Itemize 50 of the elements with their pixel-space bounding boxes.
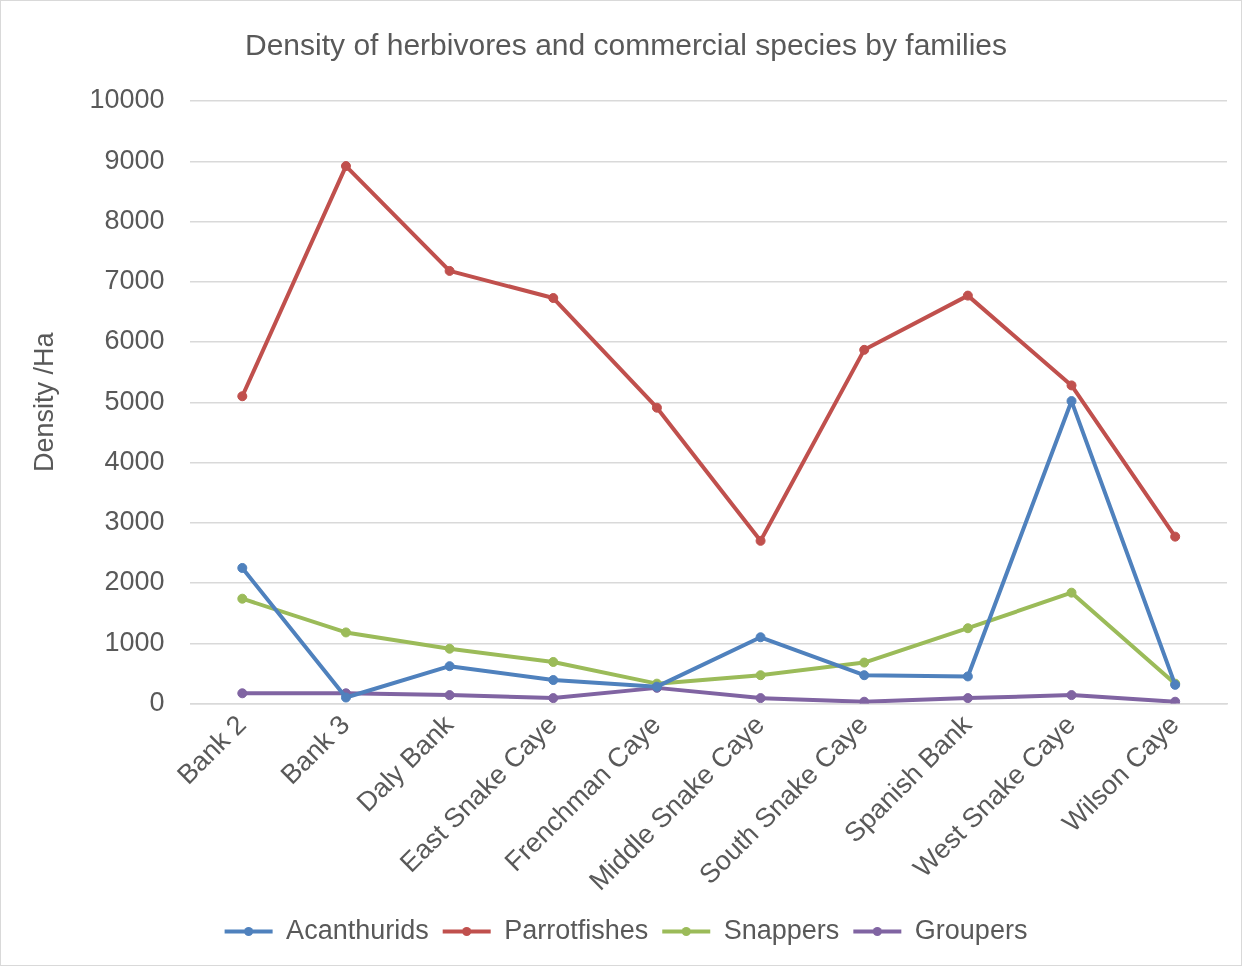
y-tick-label: 2000	[104, 566, 165, 597]
y-tick-label: 1000	[104, 626, 165, 657]
point	[962, 693, 973, 704]
y-tick-label: 0	[149, 686, 165, 717]
legend-label: Groupers	[914, 914, 1028, 945]
point	[859, 657, 870, 668]
point	[444, 643, 455, 654]
point	[237, 593, 248, 604]
chart-title: Density of herbivores and commercial species by families	[245, 28, 1007, 62]
point	[1170, 696, 1181, 704]
y-tick-label: 3000	[104, 506, 165, 537]
point	[859, 670, 870, 681]
point	[859, 344, 870, 355]
point	[237, 688, 248, 699]
point	[859, 696, 870, 704]
y-tick-label: 8000	[104, 204, 165, 235]
point	[340, 627, 351, 638]
y-tick-label: 6000	[104, 325, 165, 356]
point	[962, 290, 973, 301]
point	[1066, 587, 1077, 598]
point	[340, 161, 351, 172]
y-tick-label: 9000	[104, 144, 165, 175]
y-tick-label: 5000	[104, 385, 165, 416]
point	[755, 632, 766, 643]
point	[1170, 531, 1181, 542]
point	[755, 670, 766, 681]
legend-label: Acanthurids	[286, 914, 429, 945]
y-tick-label: 10000	[89, 84, 165, 115]
point	[651, 402, 662, 413]
legend-label: Parrotfishes	[504, 914, 649, 945]
point	[755, 693, 766, 704]
point	[237, 391, 248, 402]
point	[1066, 380, 1077, 391]
point	[444, 265, 455, 276]
point	[340, 692, 351, 703]
y-tick-label: 7000	[104, 265, 165, 296]
point	[755, 535, 766, 546]
point	[962, 623, 973, 634]
point	[444, 690, 455, 701]
point	[1066, 690, 1077, 701]
point	[548, 656, 559, 667]
point	[548, 675, 559, 686]
point	[962, 671, 973, 682]
point	[548, 693, 559, 704]
legend-label: Snappers	[723, 914, 840, 945]
y-axis-title: Density /Ha	[28, 331, 59, 473]
point	[548, 293, 559, 304]
point	[237, 562, 248, 573]
y-tick-label: 4000	[104, 445, 165, 476]
point	[444, 661, 455, 672]
